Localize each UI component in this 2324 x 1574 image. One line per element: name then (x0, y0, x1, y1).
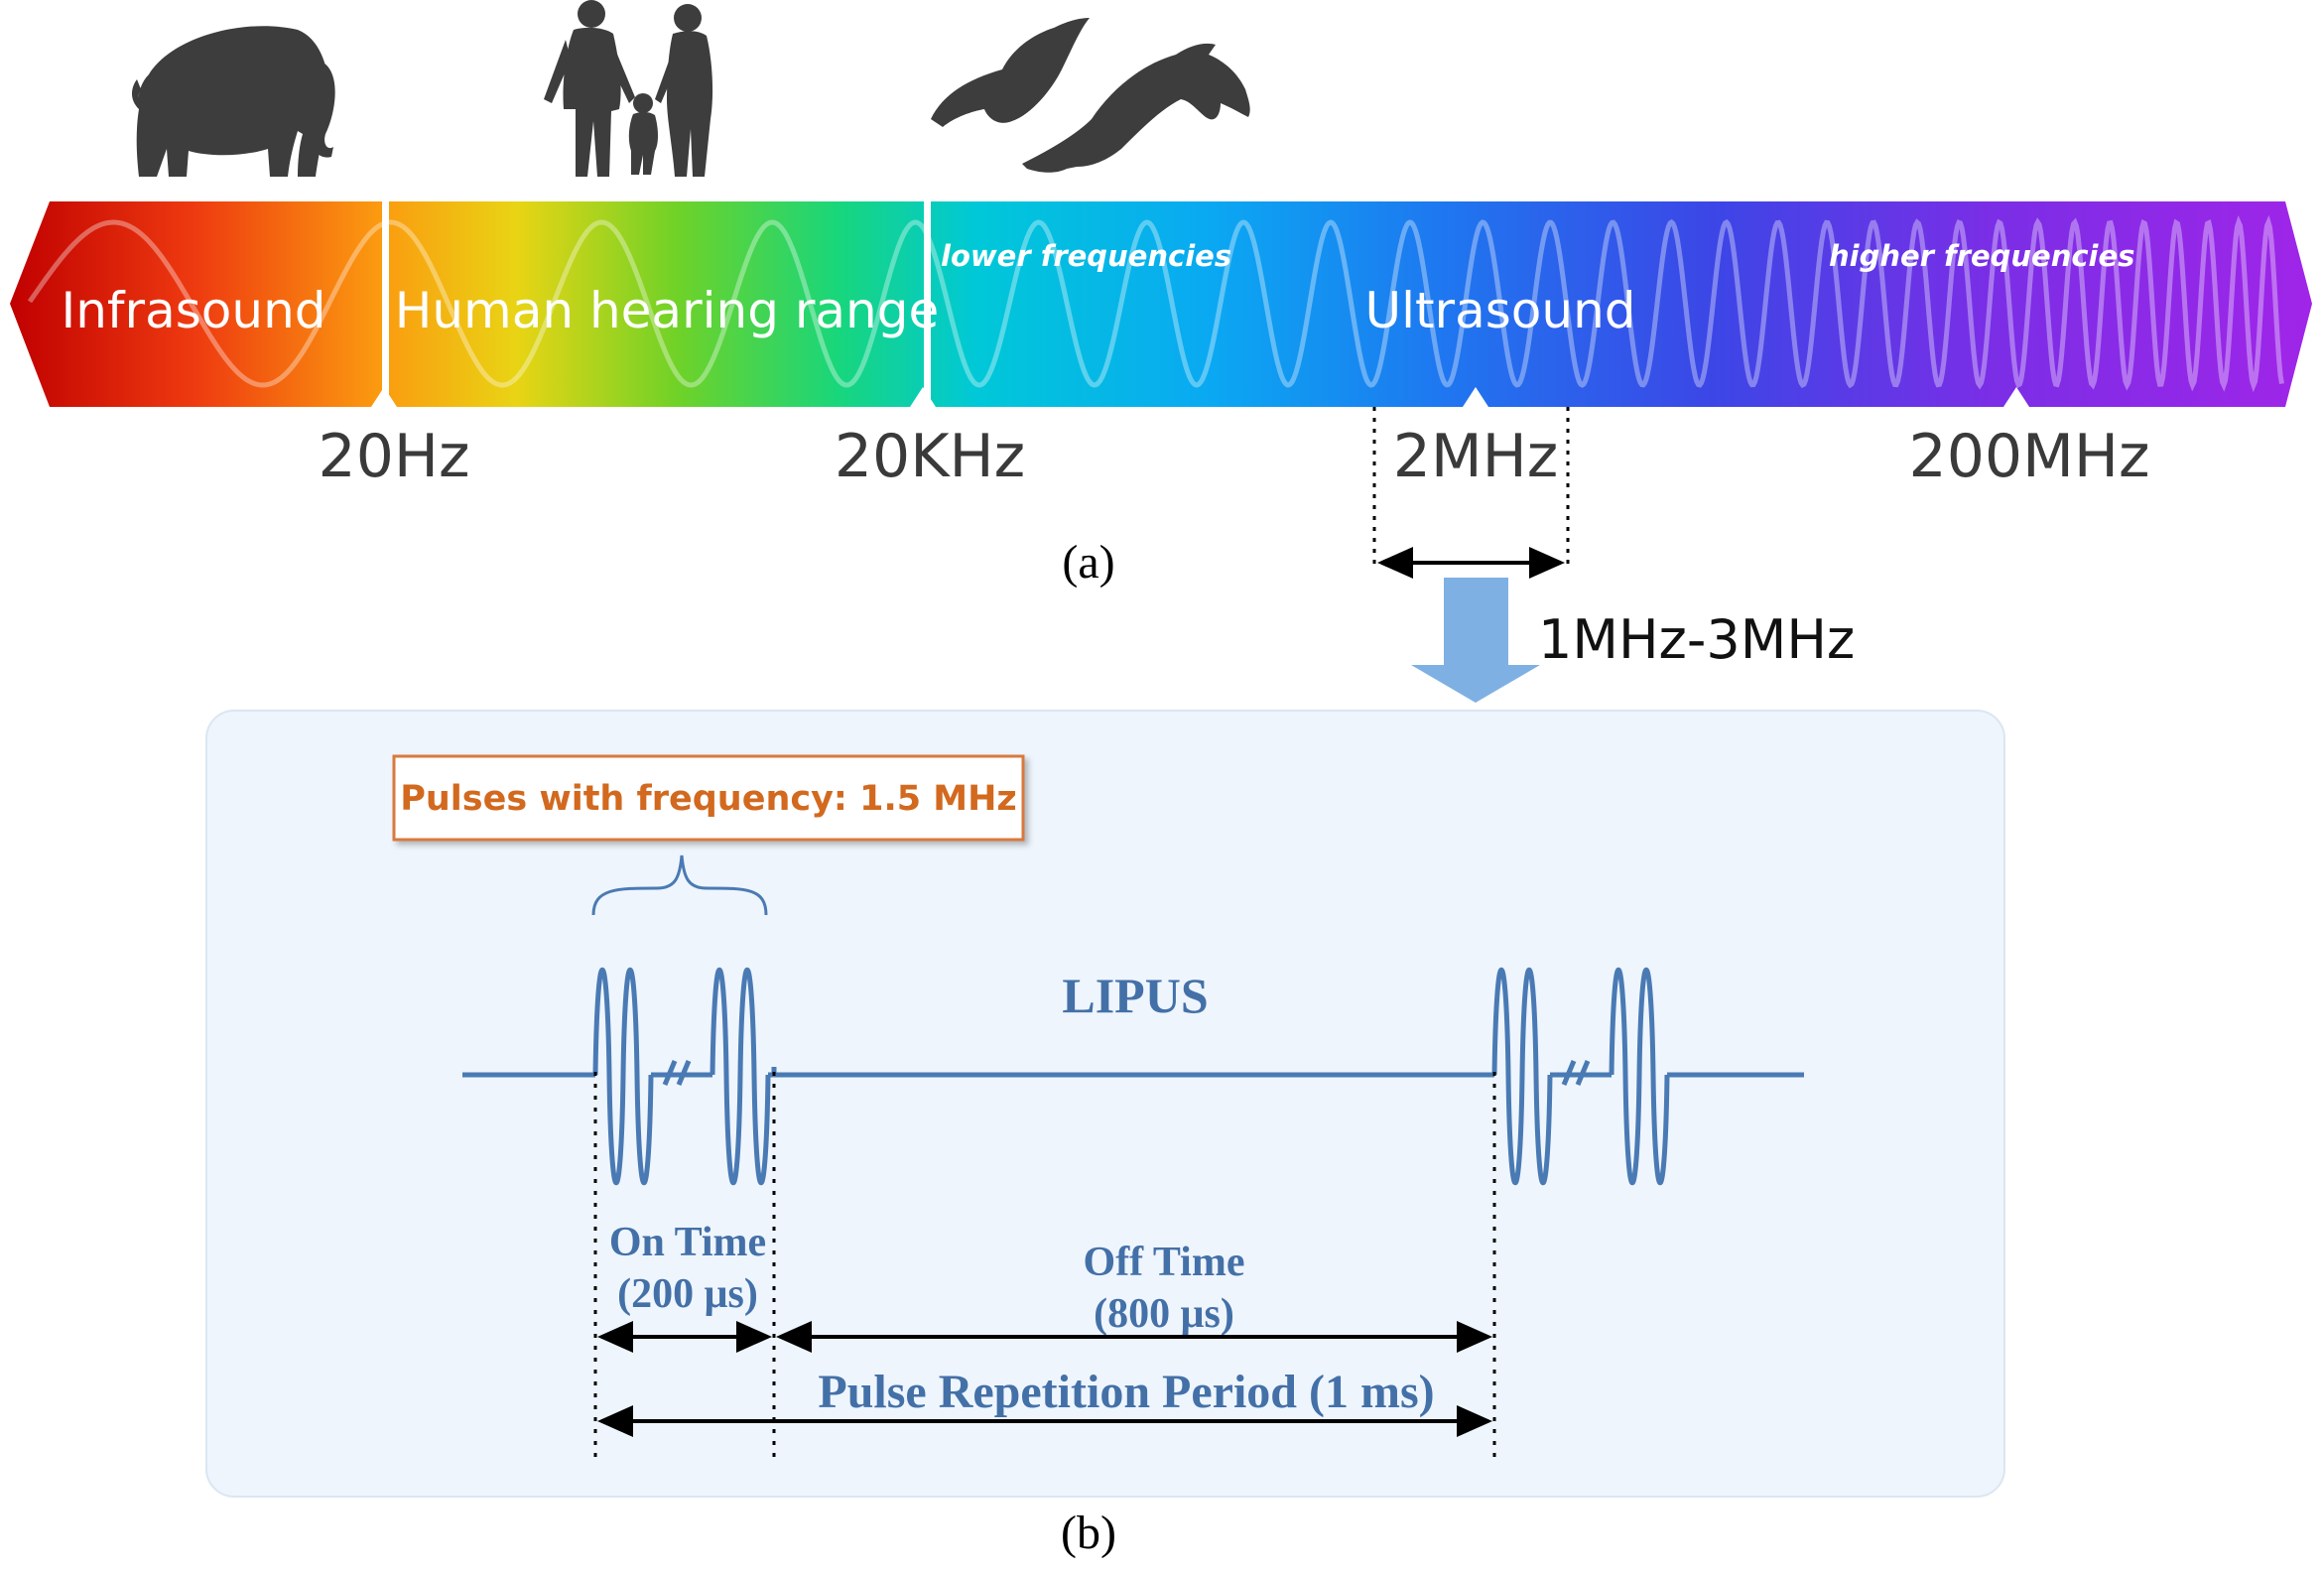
lipus-waveform (462, 967, 1804, 1186)
pulse-brace (591, 854, 768, 916)
break-mark-1 (662, 1060, 692, 1086)
pulse-burst-2 (1491, 967, 1673, 1186)
human-family-icon (544, 0, 713, 178)
panel-label-a: (a) (1062, 536, 1114, 589)
tick-label-200mhz: 200MHz (1909, 422, 2150, 491)
band-label-ultrasound: Ultrasound (1364, 282, 1635, 339)
tick-label-20hz: 20Hz (319, 422, 470, 491)
band-label-infrasound: Infrasound (62, 282, 326, 339)
lipus-panel (205, 710, 2005, 1498)
down-arrow (1411, 578, 1540, 703)
spectrum-waves (27, 214, 2284, 393)
period-label: Pulse Repetition Period (1 ms) (818, 1366, 1434, 1418)
dolphin-icon (1022, 43, 1250, 173)
elephant-icon (132, 26, 335, 177)
tick-label-20khz: 20KHz (835, 422, 1025, 491)
sublabel-higher-frequencies: higher frequencies (1829, 239, 2134, 273)
bat-icon (931, 18, 1090, 127)
range-label: 1MHz-3MHz (1538, 608, 1855, 671)
on-time-label: On Time (609, 1220, 766, 1265)
spectrum-wave-line (27, 214, 2284, 393)
frequency-callout-box (392, 754, 1025, 842)
band-divider-1 (382, 201, 389, 407)
off-time-value: (800 μs) (1094, 1291, 1234, 1337)
tick-label-2mhz: 2MHz (1393, 422, 1559, 491)
sublabel-lower-frequencies: lower frequencies (941, 239, 1231, 273)
on-time-value: (200 μs) (617, 1271, 758, 1317)
band-divider-2 (924, 201, 931, 407)
lipus-title: LIPUS (1062, 968, 1208, 1023)
band-label-human-hearing: Human hearing range (395, 282, 939, 339)
panel-label-b: (b) (1061, 1507, 1116, 1559)
frequency-callout-text: Pulses with frequency: 1.5 MHz (400, 779, 1017, 819)
off-time-label: Off Time (1084, 1240, 1245, 1285)
break-mark-2 (1561, 1060, 1591, 1086)
frequency-spectrum-band (10, 201, 2312, 407)
